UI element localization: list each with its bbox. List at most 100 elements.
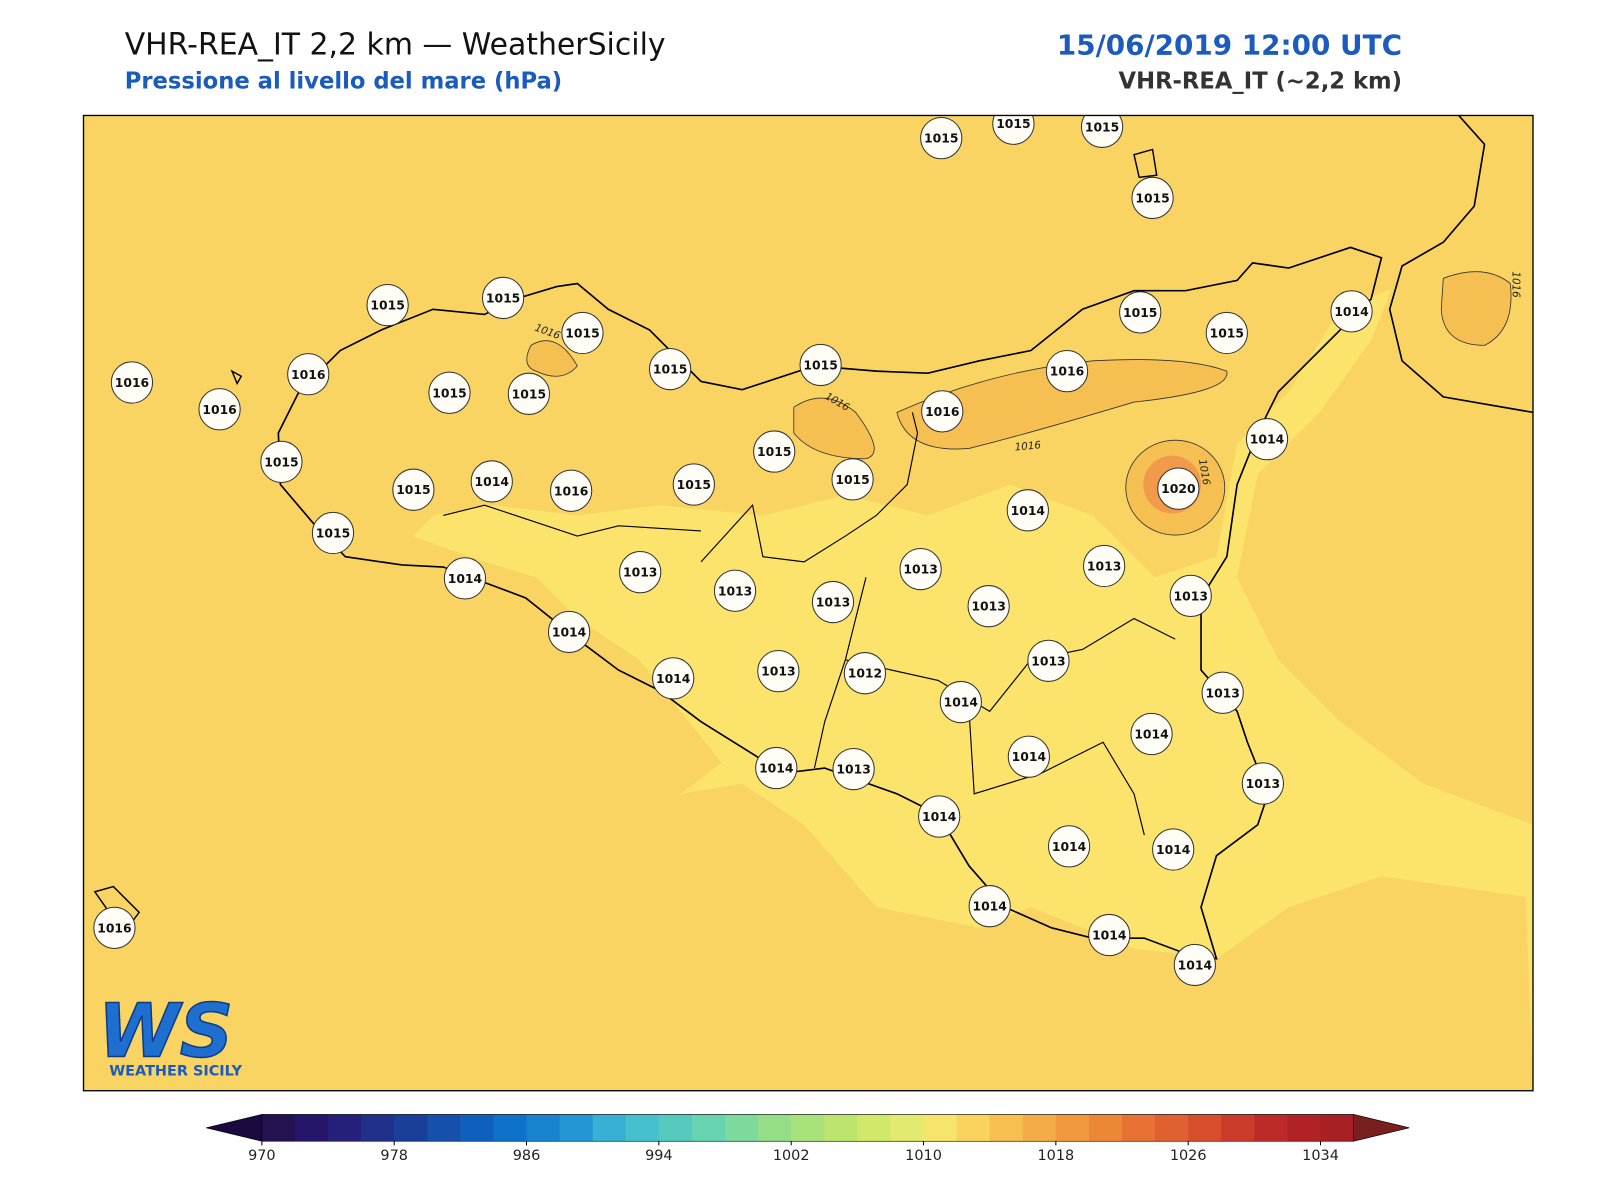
colorbar-box xyxy=(923,1114,958,1142)
station-marker xyxy=(967,585,1010,628)
colorbar-box xyxy=(328,1114,362,1142)
station-value: 1015 xyxy=(370,299,404,313)
model-label: VHR-REA_IT (~2,2 km) xyxy=(1119,69,1403,95)
colorbar-box xyxy=(1155,1114,1189,1142)
station-value: 1014 xyxy=(1012,750,1047,764)
colorbar-box xyxy=(1188,1114,1222,1142)
station-marker xyxy=(287,353,330,396)
station-marker xyxy=(1007,735,1050,778)
contour-area xyxy=(896,359,1228,450)
stations: 1015 1015 1015 1015 1015 1015 1015 1016 1016 1016… xyxy=(93,115,1373,987)
colorbar-box xyxy=(625,1114,660,1142)
colorbar-tick-label: 970 xyxy=(248,1148,276,1164)
station-value: 1015 xyxy=(653,363,687,377)
station-value: 1016 xyxy=(115,376,149,390)
station-value: 1014 xyxy=(1334,305,1369,319)
station-marker xyxy=(110,361,154,404)
station-marker xyxy=(1027,639,1070,682)
colorbar-box xyxy=(758,1114,792,1142)
station-value: 1016 xyxy=(202,403,236,417)
station-value: 1014 xyxy=(1134,728,1169,742)
colorbar-box xyxy=(725,1114,759,1142)
datetime: 15/06/2019 12:00 UTC xyxy=(1057,29,1402,62)
colorbar-box xyxy=(592,1114,627,1142)
colorbar-box xyxy=(493,1114,528,1142)
station-marker xyxy=(1173,943,1216,987)
station-marker xyxy=(443,557,487,600)
station-value: 1013 xyxy=(1031,654,1065,668)
station-marker xyxy=(799,343,842,387)
colorbar-box xyxy=(1088,1114,1123,1142)
station-marker xyxy=(1152,828,1195,871)
station-value: 1015 xyxy=(757,445,791,459)
station-marker xyxy=(755,746,798,790)
station-value: 1015 xyxy=(1123,306,1157,320)
station-value: 1013 xyxy=(761,665,795,679)
station-marker xyxy=(757,649,800,693)
station-marker xyxy=(811,580,855,624)
station-marker xyxy=(392,468,435,511)
colorbar-box xyxy=(261,1114,296,1142)
title: VHR-REA_IT 2,2 km — WeatherSicily xyxy=(125,28,666,63)
colorbar-tick-label: 1034 xyxy=(1302,1148,1339,1164)
colorbar-box xyxy=(890,1114,925,1142)
station-value: 1014 xyxy=(922,810,957,824)
colorbar-box xyxy=(956,1114,991,1142)
station-value: 1013 xyxy=(1174,589,1208,603)
station-marker xyxy=(753,430,796,473)
contour-area xyxy=(526,340,578,377)
station-marker xyxy=(918,795,961,838)
station-marker xyxy=(260,440,303,483)
station-marker xyxy=(549,469,593,512)
station-marker xyxy=(1130,712,1173,756)
station-marker xyxy=(1119,291,1162,334)
colorbar-box xyxy=(857,1114,891,1142)
station-marker xyxy=(561,311,604,355)
station-value: 1015 xyxy=(835,473,869,487)
station-marker xyxy=(899,547,942,591)
station-value: 1016 xyxy=(554,484,588,498)
station-marker xyxy=(1047,825,1091,868)
station-marker xyxy=(652,657,695,700)
station-value: 1014 xyxy=(1178,958,1213,972)
station-marker xyxy=(1330,290,1373,333)
colorbar-box xyxy=(1022,1114,1057,1142)
station-marker xyxy=(1201,671,1244,714)
station-value: 1013 xyxy=(718,584,752,598)
station-marker xyxy=(93,906,136,949)
station-marker xyxy=(1080,115,1124,148)
station-value: 1013 xyxy=(1205,686,1239,700)
logo: WS WEATHER SICILY xyxy=(97,987,242,1079)
station-marker xyxy=(648,347,692,391)
station-value: 1013 xyxy=(971,600,1005,614)
station-marker xyxy=(198,388,241,431)
colorbar-box xyxy=(460,1114,494,1142)
station-value: 1013 xyxy=(816,596,850,610)
contour-label: 1016 xyxy=(1509,271,1521,298)
station-value: 1015 xyxy=(565,327,599,341)
station-marker xyxy=(1131,176,1174,220)
station-marker xyxy=(939,680,982,724)
colorbar-box xyxy=(1055,1114,1090,1142)
contour-area xyxy=(1440,271,1512,346)
colorbar-box xyxy=(824,1114,858,1142)
colorbar-box xyxy=(559,1114,594,1142)
station-value: 1013 xyxy=(1087,560,1121,574)
station-value: 1014 xyxy=(972,900,1007,914)
colorbar-box xyxy=(526,1114,561,1142)
logo-text: WEATHER SICILY xyxy=(109,1063,242,1079)
station-value: 1014 xyxy=(1250,433,1285,447)
map-area: 1015 1015 1015 1015 1015 1015 1015 1016 1016 1016… xyxy=(83,115,1533,1091)
station-value: 1014 xyxy=(1156,843,1191,857)
colorbar-box xyxy=(1254,1114,1288,1142)
station-marker xyxy=(1241,762,1285,805)
station-value: 1013 xyxy=(623,566,657,580)
colorbar-tick-label: 1026 xyxy=(1170,1148,1207,1164)
station-marker xyxy=(619,551,662,594)
station-marker xyxy=(831,458,874,501)
station-marker xyxy=(832,747,875,791)
contour-area xyxy=(793,397,875,460)
colorbar-under xyxy=(206,1114,263,1142)
station-value: 1014 xyxy=(656,672,691,686)
